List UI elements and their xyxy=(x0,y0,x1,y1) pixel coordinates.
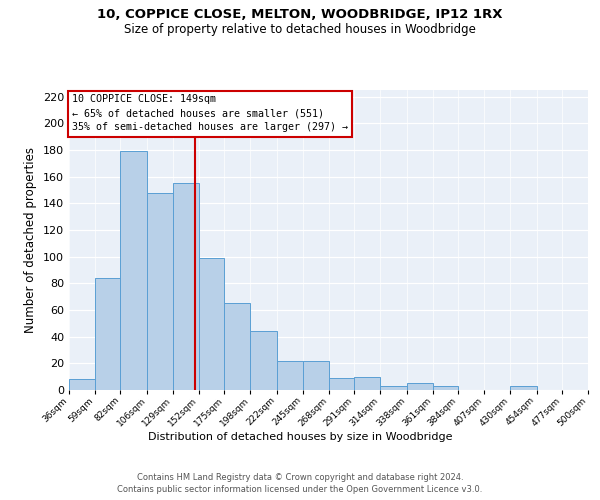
Bar xyxy=(147,192,173,390)
Text: Size of property relative to detached houses in Woodbridge: Size of property relative to detached ho… xyxy=(124,22,476,36)
Y-axis label: Number of detached properties: Number of detached properties xyxy=(25,147,37,333)
Bar xyxy=(250,332,277,390)
Text: 10, COPPICE CLOSE, MELTON, WOODBRIDGE, IP12 1RX: 10, COPPICE CLOSE, MELTON, WOODBRIDGE, I… xyxy=(97,8,503,20)
Text: Contains HM Land Registry data © Crown copyright and database right 2024.: Contains HM Land Registry data © Crown c… xyxy=(137,472,463,482)
Text: 10 COPPICE CLOSE: 149sqm
← 65% of detached houses are smaller (551)
35% of semi-: 10 COPPICE CLOSE: 149sqm ← 65% of detach… xyxy=(71,94,347,132)
Bar xyxy=(380,386,407,390)
Bar xyxy=(277,360,303,390)
Bar xyxy=(329,378,354,390)
Bar xyxy=(407,384,433,390)
Bar xyxy=(354,376,380,390)
Bar xyxy=(95,278,121,390)
Bar xyxy=(510,386,536,390)
Bar xyxy=(69,380,95,390)
Bar xyxy=(433,386,458,390)
Bar xyxy=(224,304,250,390)
Text: Distribution of detached houses by size in Woodbridge: Distribution of detached houses by size … xyxy=(148,432,452,442)
Bar xyxy=(173,184,199,390)
Bar xyxy=(303,360,329,390)
Bar xyxy=(199,258,224,390)
Bar xyxy=(121,152,147,390)
Text: Contains public sector information licensed under the Open Government Licence v3: Contains public sector information licen… xyxy=(118,485,482,494)
Bar xyxy=(588,386,600,390)
